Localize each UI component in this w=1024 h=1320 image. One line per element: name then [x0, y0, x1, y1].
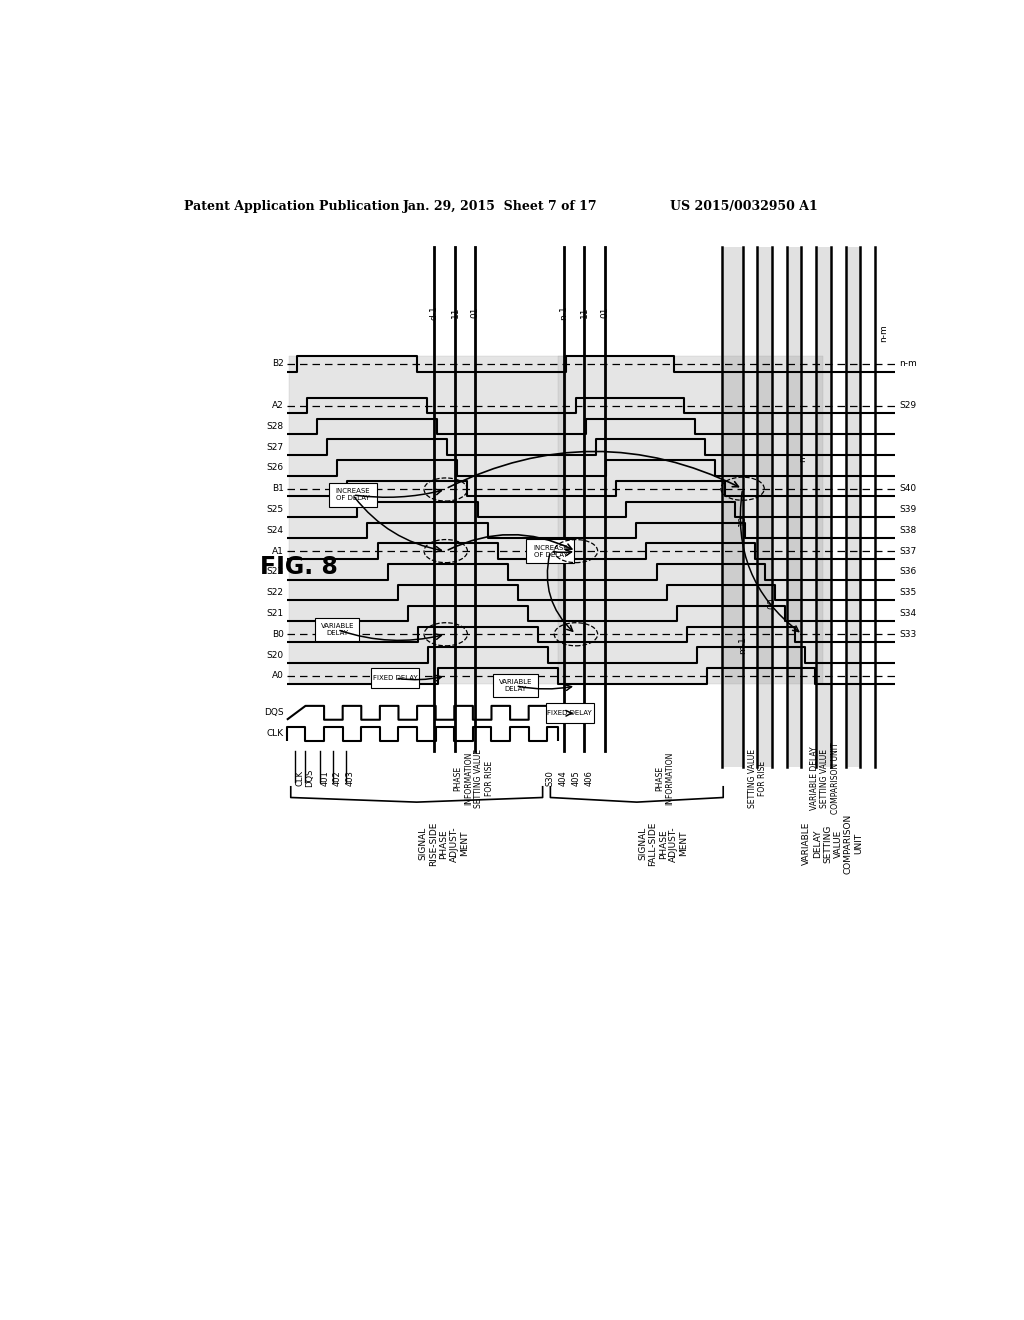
Text: S29: S29 — [899, 401, 916, 411]
Text: Jan. 29, 2015  Sheet 7 of 17: Jan. 29, 2015 Sheet 7 of 17 — [403, 199, 598, 213]
Text: S21: S21 — [266, 609, 284, 618]
Bar — [558, 356, 823, 684]
Text: VARIABLE DELAY
SETTING VALUE
COMPARISON UNIT: VARIABLE DELAY SETTING VALUE COMPARISON … — [810, 742, 840, 814]
Text: CLK: CLK — [295, 771, 304, 787]
Text: m-1: m-1 — [738, 636, 748, 653]
Text: B1: B1 — [272, 484, 284, 494]
Text: S22: S22 — [267, 589, 284, 597]
Text: S39: S39 — [899, 506, 916, 513]
Bar — [786, 247, 802, 767]
Text: Patent Application Publication: Patent Application Publication — [183, 199, 399, 213]
FancyBboxPatch shape — [546, 702, 594, 723]
Text: A2: A2 — [272, 401, 284, 411]
Text: S24: S24 — [267, 525, 284, 535]
Text: S26: S26 — [266, 463, 284, 473]
Text: S37: S37 — [899, 546, 916, 556]
Text: S33: S33 — [899, 630, 916, 639]
Text: DQS: DQS — [264, 709, 284, 717]
Text: 10: 10 — [738, 515, 748, 527]
Text: PHASE
INFORMATION: PHASE INFORMATION — [655, 751, 675, 805]
Text: 405: 405 — [571, 771, 581, 787]
Text: S27: S27 — [266, 442, 284, 451]
Text: SIGNAL
RISE-SIDE
PHASE
ADJUST-
MENT: SIGNAL RISE-SIDE PHASE ADJUST- MENT — [419, 821, 469, 866]
Text: n-m: n-m — [899, 359, 916, 368]
Text: S38: S38 — [899, 525, 916, 535]
Text: S36: S36 — [899, 568, 916, 577]
Text: 406: 406 — [585, 771, 594, 787]
Text: S20: S20 — [266, 651, 284, 660]
Text: 01: 01 — [600, 306, 609, 318]
Text: INCREASE
OF DELAY: INCREASE OF DELAY — [534, 545, 567, 557]
Text: S30: S30 — [546, 771, 555, 787]
Text: 11: 11 — [580, 306, 589, 318]
Text: VARIABLE
DELAY: VARIABLE DELAY — [321, 623, 354, 636]
FancyBboxPatch shape — [329, 483, 377, 507]
Text: 403: 403 — [346, 771, 354, 787]
Text: PHASE
INFORMATION
SETTING VALUE
FOR RISE: PHASE INFORMATION SETTING VALUE FOR RISE — [454, 748, 494, 808]
Text: n-m: n-m — [880, 325, 888, 342]
FancyBboxPatch shape — [494, 675, 538, 697]
Text: 11: 11 — [451, 306, 460, 318]
Text: 402: 402 — [333, 771, 342, 787]
Text: FIXED DELAY: FIXED DELAY — [373, 675, 418, 681]
Text: 00: 00 — [768, 598, 776, 610]
Text: CLK: CLK — [266, 729, 284, 738]
Text: INCREASE
OF DELAY: INCREASE OF DELAY — [336, 488, 370, 502]
Text: B0: B0 — [272, 630, 284, 639]
Text: FIXED DELAY: FIXED DELAY — [548, 710, 592, 715]
Bar — [846, 247, 860, 767]
Bar — [722, 247, 742, 767]
Text: 404: 404 — [559, 771, 568, 787]
Bar — [289, 356, 566, 684]
FancyBboxPatch shape — [372, 668, 420, 688]
Text: S23: S23 — [266, 568, 284, 577]
Text: B2: B2 — [272, 359, 284, 368]
Text: VARIABLE
DELAY: VARIABLE DELAY — [499, 680, 532, 693]
Text: S28: S28 — [266, 422, 284, 430]
Text: 01: 01 — [471, 306, 479, 318]
Text: S25: S25 — [266, 506, 284, 513]
Text: d-1: d-1 — [430, 305, 438, 319]
Text: n-1: n-1 — [559, 305, 568, 319]
Text: A0: A0 — [272, 672, 284, 680]
Text: m: m — [798, 454, 807, 462]
Text: SETTING VALUE
FOR RISE: SETTING VALUE FOR RISE — [748, 748, 767, 808]
Text: S40: S40 — [899, 484, 916, 494]
Text: US 2015/0032950 A1: US 2015/0032950 A1 — [671, 199, 818, 213]
FancyBboxPatch shape — [526, 539, 574, 564]
Text: S34: S34 — [899, 609, 916, 618]
Text: 401: 401 — [321, 771, 329, 787]
Text: A1: A1 — [272, 546, 284, 556]
Text: DQS: DQS — [305, 770, 314, 788]
Text: SIGNAL
FALL-SIDE
PHASE
ADJUST-
MENT: SIGNAL FALL-SIDE PHASE ADJUST- MENT — [638, 821, 688, 866]
FancyBboxPatch shape — [315, 618, 359, 642]
Text: VARIABLE
DELAY
SETTING
VALUE
COMPARISON
UNIT: VARIABLE DELAY SETTING VALUE COMPARISON … — [802, 813, 863, 874]
Text: FIG. 8: FIG. 8 — [260, 554, 338, 578]
Bar — [816, 247, 830, 767]
Bar — [758, 247, 772, 767]
Text: S35: S35 — [899, 589, 916, 597]
